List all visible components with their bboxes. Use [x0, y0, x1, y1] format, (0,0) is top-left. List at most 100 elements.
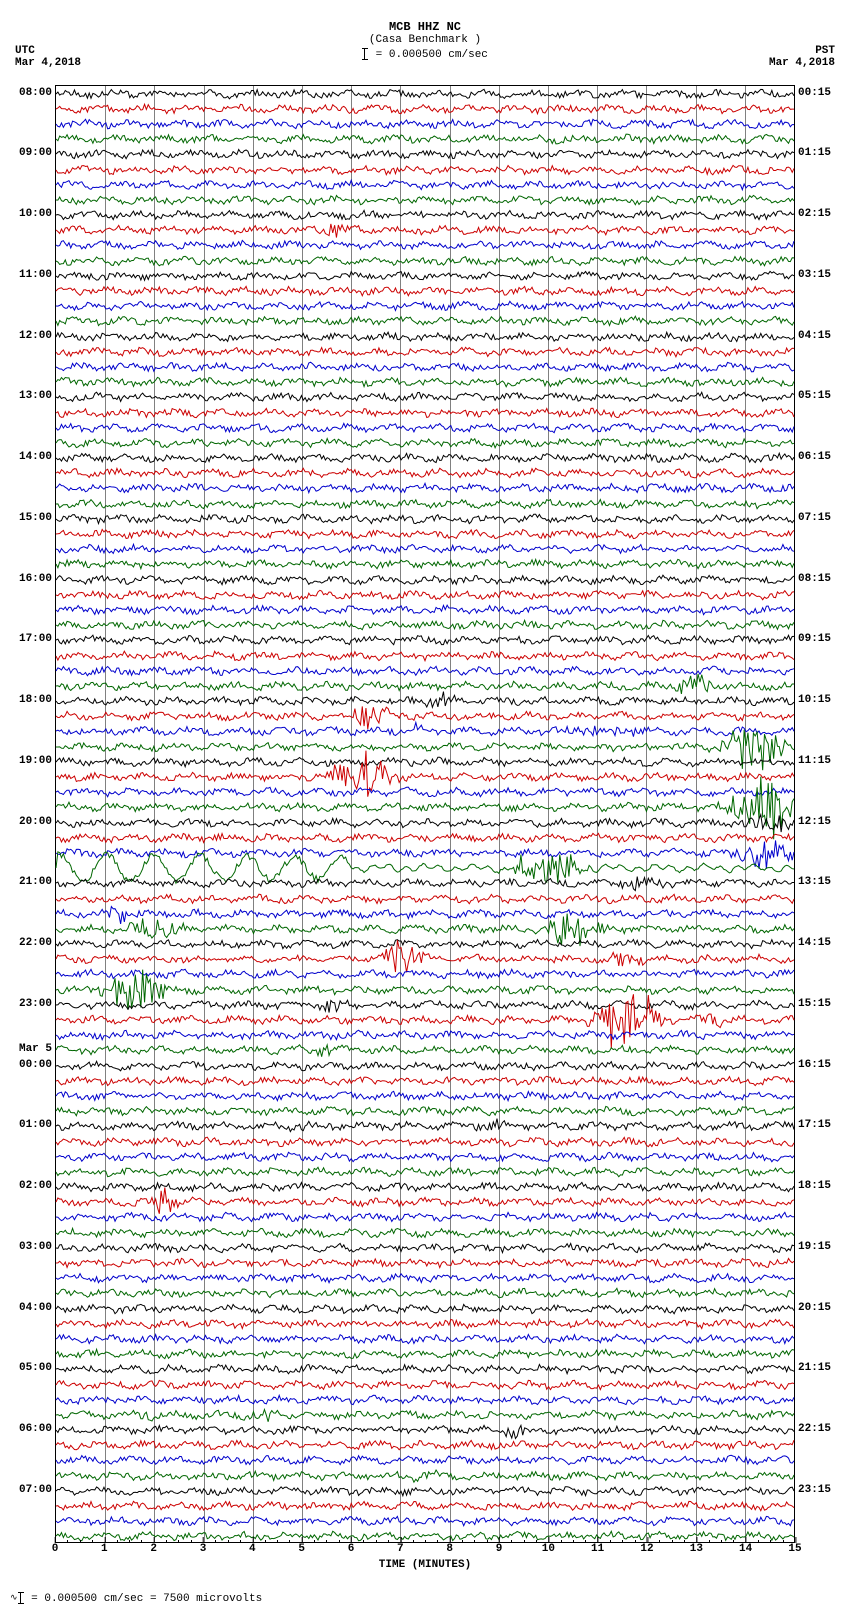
x-minor-tick [672, 1540, 673, 1543]
left-time-label: 07:00 [19, 1484, 56, 1496]
left-time-label: 18:00 [19, 694, 56, 706]
x-minor-tick [437, 1540, 438, 1543]
x-minor-tick [733, 1540, 734, 1543]
x-minor-tick [622, 1540, 623, 1543]
left-time-label: 08:00 [19, 87, 56, 99]
x-minor-tick [585, 1540, 586, 1543]
x-minor-tick [610, 1540, 611, 1543]
x-minor-tick [240, 1540, 241, 1543]
left-time-label: 11:00 [19, 269, 56, 281]
x-tick: 12 [640, 1543, 653, 1555]
left-time-label: Mar 5 [19, 1043, 56, 1055]
x-tick: 15 [788, 1543, 801, 1555]
left-time-label: 10:00 [19, 208, 56, 220]
x-minor-tick [326, 1540, 327, 1543]
x-minor-tick [425, 1540, 426, 1543]
x-minor-tick [92, 1540, 93, 1543]
right-time-label: 11:15 [794, 755, 831, 767]
x-tick: 11 [591, 1543, 604, 1555]
seismogram-container: MCB HHZ NC (Casa Benchmark ) = 0.000500 … [0, 0, 850, 1613]
right-time-label: 15:15 [794, 998, 831, 1010]
right-time-label: 09:15 [794, 633, 831, 645]
x-minor-tick [573, 1540, 574, 1543]
scale-text: = 0.000500 cm/sec [369, 49, 488, 61]
right-tz: PST [769, 45, 835, 57]
x-tick: 10 [542, 1543, 555, 1555]
x-tick: 1 [101, 1543, 108, 1555]
x-tick: 4 [249, 1543, 256, 1555]
x-tick: 8 [446, 1543, 453, 1555]
x-minor-tick [783, 1540, 784, 1543]
x-minor-tick [487, 1540, 488, 1543]
right-time-label: 13:15 [794, 876, 831, 888]
left-time-label: 05:00 [19, 1362, 56, 1374]
left-date: Mar 4,2018 [15, 57, 81, 69]
left-time-label: 12:00 [19, 330, 56, 342]
left-tz: UTC [15, 45, 81, 57]
x-minor-tick [67, 1540, 68, 1543]
x-minor-tick [289, 1540, 290, 1543]
x-minor-tick [277, 1540, 278, 1543]
right-time-label: 07:15 [794, 512, 831, 524]
x-minor-tick [228, 1540, 229, 1543]
right-time-label: 19:15 [794, 1241, 831, 1253]
left-time-label: 03:00 [19, 1241, 56, 1253]
right-time-label: 10:15 [794, 694, 831, 706]
x-minor-tick [635, 1540, 636, 1543]
left-time-label: 04:00 [19, 1302, 56, 1314]
x-minor-tick [659, 1540, 660, 1543]
x-minor-tick [524, 1540, 525, 1543]
x-minor-tick [474, 1540, 475, 1543]
right-timezone-block: PST Mar 4,2018 [769, 45, 835, 69]
right-time-label: 12:15 [794, 816, 831, 828]
x-minor-tick [80, 1540, 81, 1543]
station-location: (Casa Benchmark ) [0, 34, 850, 46]
x-minor-tick [129, 1540, 130, 1543]
x-tick: 0 [52, 1543, 59, 1555]
x-tick: 7 [397, 1543, 404, 1555]
x-tick: 5 [298, 1543, 305, 1555]
left-time-label: 00:00 [19, 1059, 56, 1071]
gridline [794, 86, 795, 1542]
x-minor-tick [314, 1540, 315, 1543]
x-minor-tick [117, 1540, 118, 1543]
left-time-label: 23:00 [19, 998, 56, 1010]
right-time-label: 22:15 [794, 1423, 831, 1435]
scale-bar-icon [20, 1592, 21, 1604]
x-minor-tick [191, 1540, 192, 1543]
x-minor-tick [709, 1540, 710, 1543]
right-time-label: 00:15 [794, 87, 831, 99]
x-tick: 14 [739, 1543, 752, 1555]
plot-area: 08:0009:0010:0011:0012:0013:0014:0015:00… [55, 85, 795, 1543]
right-time-label: 01:15 [794, 147, 831, 159]
x-minor-tick [511, 1540, 512, 1543]
right-time-label: 17:15 [794, 1119, 831, 1131]
right-time-label: 14:15 [794, 937, 831, 949]
x-minor-tick [413, 1540, 414, 1543]
x-minor-tick [339, 1540, 340, 1543]
left-time-label: 09:00 [19, 147, 56, 159]
footer-scale: ∿ = 0.000500 cm/sec = 7500 microvolts [10, 1592, 262, 1605]
x-axis-label: TIME (MINUTES) [55, 1559, 795, 1571]
left-time-label: 02:00 [19, 1180, 56, 1192]
station-title: MCB HHZ NC [0, 0, 850, 34]
right-time-label: 05:15 [794, 390, 831, 402]
x-minor-tick [388, 1540, 389, 1543]
right-time-label: 20:15 [794, 1302, 831, 1314]
right-time-label: 16:15 [794, 1059, 831, 1071]
right-time-label: 21:15 [794, 1362, 831, 1374]
x-tick: 9 [496, 1543, 503, 1555]
left-time-label: 13:00 [19, 390, 56, 402]
x-minor-tick [721, 1540, 722, 1543]
x-minor-tick [770, 1540, 771, 1543]
x-tick: 3 [200, 1543, 207, 1555]
x-minor-tick [462, 1540, 463, 1543]
x-minor-tick [166, 1540, 167, 1543]
left-timezone-block: UTC Mar 4,2018 [15, 45, 81, 69]
x-tick: 6 [348, 1543, 355, 1555]
x-tick: 13 [690, 1543, 703, 1555]
footer-text: = 0.000500 cm/sec = 7500 microvolts [25, 1593, 263, 1605]
x-minor-tick [684, 1540, 685, 1543]
right-time-label: 04:15 [794, 330, 831, 342]
x-tick: 2 [150, 1543, 157, 1555]
